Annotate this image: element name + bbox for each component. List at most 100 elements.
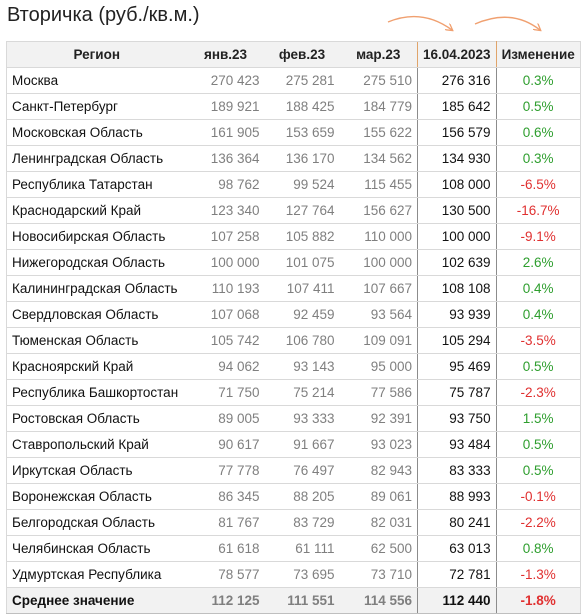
value-feb: 92 459 [264, 301, 340, 328]
value-mar: 184 779 [339, 93, 418, 120]
value-jan: 86 345 [186, 483, 265, 510]
table-row: Свердловская Область 107 068 92 459 93 564 9… [6, 301, 581, 328]
value-current: 108 108 [417, 275, 497, 302]
column-header-region: Регион [6, 41, 187, 68]
change-percent: 0.5% [496, 431, 581, 458]
value-jan: 189 921 [186, 93, 265, 120]
value-current: 80 241 [417, 509, 497, 536]
region-name: Ставропольский Край [6, 431, 187, 458]
region-name: Красноярский Край [6, 353, 187, 380]
region-name: Белгородская Область [6, 509, 187, 536]
value-mar: 107 667 [339, 275, 418, 302]
region-name: Тюменская Область [6, 327, 187, 354]
value-current: 156 579 [417, 119, 497, 146]
table-row: Калининградская Область 110 193 107 411 107… [6, 275, 581, 302]
region-name: Санкт-Петербург [6, 93, 187, 120]
change-percent: 0.4% [496, 275, 581, 302]
change-percent: -6.5% [496, 171, 581, 198]
region-name: Республика Татарстан [6, 171, 187, 198]
value-mar: 89 061 [339, 483, 418, 510]
table-row: Челябинская Область 61 618 61 111 62 500 63 … [6, 535, 581, 562]
value-jan: 107 258 [186, 223, 265, 250]
table-row: Санкт-Петербург 189 921 188 425 184 779 185 … [6, 93, 581, 120]
value-mar: 82 943 [339, 457, 418, 484]
value-feb: 99 524 [264, 171, 340, 198]
region-name: Ростовская Область [6, 405, 187, 432]
change-percent: 0.8% [496, 535, 581, 562]
value-jan: 90 617 [186, 431, 265, 458]
change-percent: 0.6% [496, 119, 581, 146]
value-mar: 115 455 [339, 171, 418, 198]
region-name: Новосибирская Область [6, 223, 187, 250]
page-title: Вторичка (руб./кв.м.) [7, 4, 200, 26]
region-name: Краснодарский Край [6, 197, 187, 224]
table-row: Ставропольский Край 90 617 91 667 93 023 93 … [6, 431, 581, 458]
value-current: 185 642 [417, 93, 497, 120]
value-jan: 78 577 [186, 561, 265, 588]
change-percent: 0.3% [496, 145, 581, 172]
value-current: 100 000 [417, 223, 497, 250]
value-jan: 77 778 [186, 457, 265, 484]
value-feb: 101 075 [264, 249, 340, 276]
value-feb: 76 497 [264, 457, 340, 484]
value-feb: 153 659 [264, 119, 340, 146]
value-current: 63 013 [417, 535, 497, 562]
value-current: 102 639 [417, 249, 497, 276]
value-feb: 136 170 [264, 145, 340, 172]
value-jan: 105 742 [186, 327, 265, 354]
column-header-jan: янв.23 [186, 41, 265, 68]
region-name: Воронежская Область [6, 483, 187, 510]
table-row: Республика Татарстан 98 762 99 524 115 455 1… [6, 171, 581, 198]
region-name: Московская Область [6, 119, 187, 146]
value-feb: 73 695 [264, 561, 340, 588]
table-body: Москва 270 423 275 281 275 510 276 316 0.3% Са… [6, 67, 581, 614]
value-current: 75 787 [417, 379, 497, 406]
value-current: 134 930 [417, 145, 497, 172]
table-row: Нижегородская Область 100 000 101 075 100 0… [6, 249, 581, 276]
value-jan: 94 062 [186, 353, 265, 380]
value-current: 105 294 [417, 327, 497, 354]
change-percent: 1.5% [496, 405, 581, 432]
curved-arrow-icon [387, 15, 452, 30]
table-row: Воронежская Область 86 345 88 205 89 061 88 … [6, 483, 581, 510]
column-header-feb: фев.23 [264, 41, 340, 68]
value-feb: 75 214 [264, 379, 340, 406]
value-mar: 93 564 [339, 301, 418, 328]
region-name: Нижегородская Область [6, 249, 187, 276]
change-percent: -9.1% [496, 223, 581, 250]
change-percent: -1.3% [496, 561, 581, 588]
table-row: Республика Башкортостан 71 750 75 214 77 58… [6, 379, 581, 406]
table-header: Регион янв.23 фев.23 мар.23 16.04.2023 И… [6, 41, 581, 68]
value-mar: 82 031 [339, 509, 418, 536]
region-name: Ленинградская Область [6, 145, 187, 172]
price-table: Регион янв.23 фев.23 мар.23 16.04.2023 И… [6, 41, 581, 614]
change-percent: 0.5% [496, 353, 581, 380]
table-row: Иркутская Область 77 778 76 497 82 943 83 33… [6, 457, 581, 484]
table-row: Московская Область 161 905 153 659 155 622 1… [6, 119, 581, 146]
value-current: 95 469 [417, 353, 497, 380]
value-jan: 107 068 [186, 301, 265, 328]
value-mar: 73 710 [339, 561, 418, 588]
value-feb: 105 882 [264, 223, 340, 250]
value-current: 108 000 [417, 171, 497, 198]
column-header-current-date: 16.04.2023 [417, 41, 497, 68]
value-jan: 110 193 [186, 275, 265, 302]
value-jan: 136 364 [186, 145, 265, 172]
value-current: 88 993 [417, 483, 497, 510]
region-name: Иркутская Область [6, 457, 187, 484]
value-jan: 89 005 [186, 405, 265, 432]
value-current: 130 500 [417, 197, 497, 224]
change-percent: 0.4% [496, 301, 581, 328]
value-feb: 188 425 [264, 93, 340, 120]
column-header-mar: мар.23 [339, 41, 418, 68]
region-name: Свердловская Область [6, 301, 187, 328]
value-jan: 161 905 [186, 119, 265, 146]
value-mar: 134 562 [339, 145, 418, 172]
region-name: Челябинская Область [6, 535, 187, 562]
value-feb: 61 111 [264, 535, 340, 562]
value-mar: 156 627 [339, 197, 418, 224]
value-mar: 275 510 [339, 67, 418, 94]
table-row: Москва 270 423 275 281 275 510 276 316 0.3% [6, 67, 581, 94]
value-jan: 100 000 [186, 249, 265, 276]
value-current: 83 333 [417, 457, 497, 484]
